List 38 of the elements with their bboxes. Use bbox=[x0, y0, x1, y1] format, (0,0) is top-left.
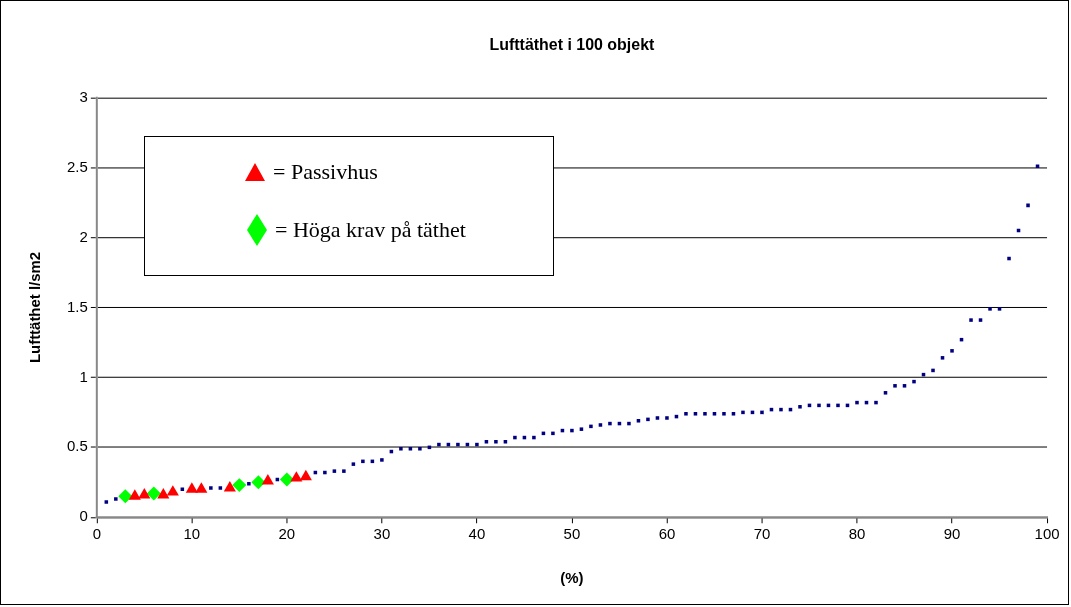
point bbox=[166, 485, 179, 496]
point bbox=[185, 482, 198, 493]
y-tick-label: 3 bbox=[79, 87, 88, 105]
y-tick-label: 1.5 bbox=[67, 297, 88, 315]
point bbox=[138, 487, 151, 499]
y-tick-label: 2.5 bbox=[67, 157, 88, 175]
point bbox=[146, 486, 161, 501]
y-axis-title: Lufttäthet l/sm2 bbox=[26, 251, 44, 364]
point bbox=[118, 489, 133, 504]
x-tick-label: 40 bbox=[468, 525, 486, 543]
x-tick-label: 0 bbox=[92, 525, 101, 543]
point bbox=[261, 473, 274, 485]
y-tick-label: 1 bbox=[79, 367, 88, 385]
point bbox=[251, 475, 266, 490]
point bbox=[232, 478, 247, 493]
legend-label: = Passivhus bbox=[273, 159, 378, 185]
legend-label: = Höga krav på täthet bbox=[275, 217, 466, 243]
point bbox=[195, 482, 208, 493]
x-tick-label: 20 bbox=[278, 525, 296, 543]
y-tick-label: 2 bbox=[79, 227, 88, 245]
point bbox=[279, 472, 294, 487]
x-tick-label: 50 bbox=[563, 525, 581, 543]
point bbox=[299, 469, 312, 481]
point bbox=[223, 480, 236, 492]
x-tick-label: 90 bbox=[943, 525, 961, 543]
x-tick-label: 100 bbox=[1034, 525, 1060, 543]
point bbox=[157, 487, 170, 499]
x-tick-label: 60 bbox=[658, 525, 676, 543]
x-tick-label: 80 bbox=[848, 525, 866, 543]
x-tick-label: 30 bbox=[373, 525, 391, 543]
y-tick-label: 0.5 bbox=[67, 437, 88, 455]
x-tick-label: 10 bbox=[183, 525, 201, 543]
chart-title: Lufttäthet i 100 objekt bbox=[489, 36, 656, 54]
y-tick-label: 0 bbox=[79, 507, 88, 525]
x-tick-label: 70 bbox=[753, 525, 771, 543]
x-axis-title: (%) bbox=[560, 569, 584, 587]
point bbox=[290, 471, 303, 482]
point bbox=[128, 489, 141, 500]
